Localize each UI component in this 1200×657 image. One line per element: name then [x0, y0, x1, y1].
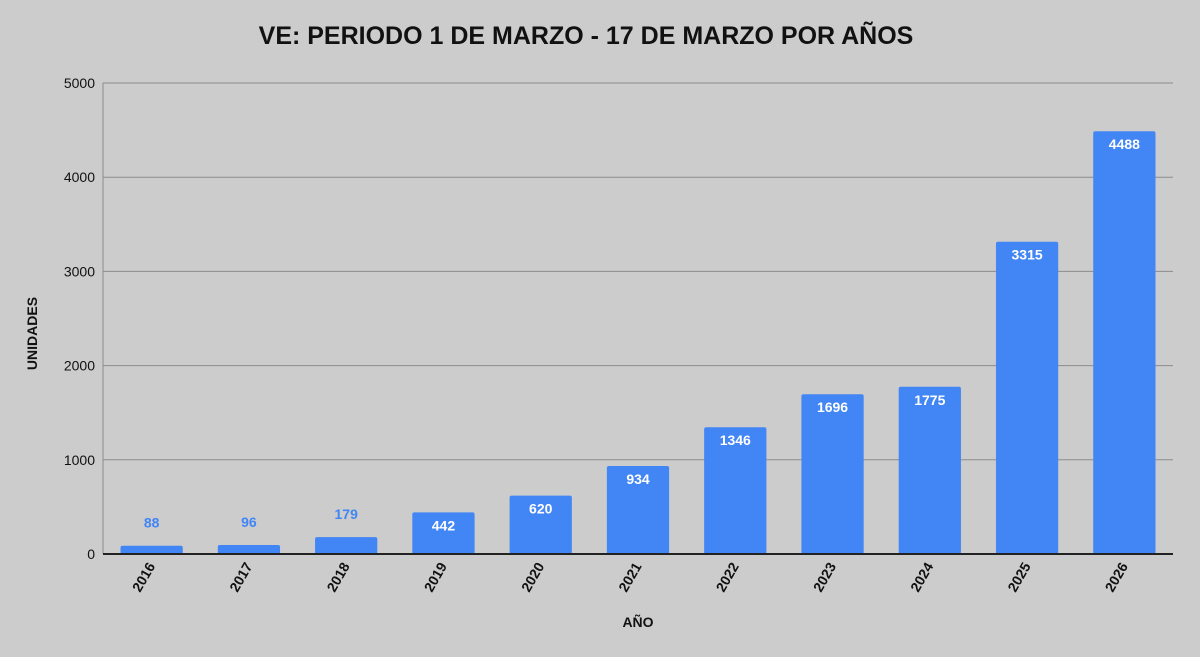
- x-axis-ticks: 2016 2017 2018 2019 2020 2021 2022 2023 2024 2025…: [129, 559, 1131, 594]
- bar: [315, 537, 378, 554]
- x-tick-label: 2016: [129, 559, 159, 594]
- x-tick-label: 2020: [518, 559, 548, 594]
- bar: [801, 394, 864, 554]
- x-axis-title: AÑO: [622, 613, 653, 630]
- y-tick-label: 3000: [64, 263, 95, 279]
- bar-value-label: 1775: [914, 392, 945, 408]
- bar-value-label: 96: [241, 514, 257, 530]
- bar-value-label: 3315: [1012, 247, 1043, 263]
- x-tick-label: 2025: [1004, 559, 1034, 594]
- y-tick-label: 4000: [64, 169, 95, 185]
- chart-title: VE: PERIODO 1 DE MARZO - 17 DE MARZO POR…: [258, 22, 914, 50]
- bar: [898, 386, 961, 554]
- bar: [606, 466, 670, 554]
- bar-value-labels: 88 96 179 442 620 934 1346 1696 1775 3315 4488: [144, 136, 1140, 533]
- bar: [217, 544, 281, 554]
- bar: [509, 495, 572, 554]
- bar: [1093, 131, 1156, 554]
- x-tick-label: 2018: [323, 559, 353, 594]
- bar-value-label: 442: [432, 517, 456, 533]
- bar-value-label: 1696: [817, 399, 848, 415]
- bar-value-label: 934: [626, 471, 650, 487]
- x-tick-label: 2021: [615, 559, 645, 594]
- x-tick-label: 2026: [1102, 559, 1132, 594]
- bar-value-label: 620: [529, 501, 553, 517]
- x-tick-label: 2019: [421, 559, 451, 594]
- y-axis-title: UNIDADES: [24, 297, 40, 370]
- y-tick-label: 5000: [64, 75, 95, 91]
- bar: [995, 241, 1059, 555]
- y-tick-label: 1000: [64, 452, 95, 468]
- bars: [120, 131, 1156, 555]
- bar-value-label: 1346: [720, 432, 751, 448]
- bar: [704, 427, 767, 554]
- y-tick-label: 2000: [64, 358, 95, 374]
- gridlines: [102, 82, 1173, 554]
- y-axis-ticks: 0 1000 2000 3000 4000 5000: [64, 75, 95, 562]
- bar-value-label: 179: [335, 506, 359, 522]
- bar: [412, 512, 475, 554]
- x-tick-label: 2024: [907, 559, 937, 594]
- bar-value-label: 4488: [1109, 136, 1140, 152]
- y-tick-label: 0: [87, 546, 95, 562]
- x-tick-label: 2017: [226, 559, 256, 594]
- bar-value-label: 88: [144, 515, 160, 531]
- x-tick-label: 2023: [810, 559, 840, 594]
- x-tick-label: 2022: [712, 559, 742, 594]
- bar: [120, 545, 183, 554]
